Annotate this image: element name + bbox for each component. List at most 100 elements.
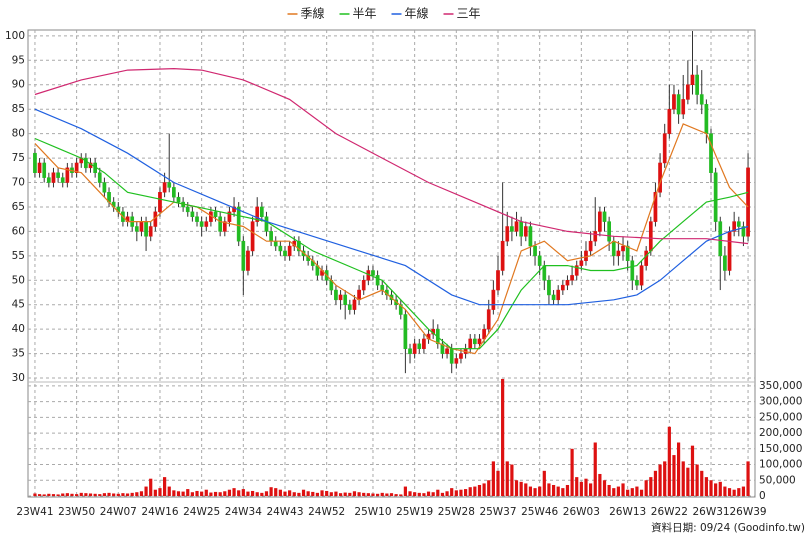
candle-body [570,275,574,281]
candle-body [681,99,686,115]
candle-body [723,255,727,271]
volume-tick-label: 250,000 [759,411,802,423]
volume-bar [561,488,565,496]
candle-body [37,162,42,173]
volume-bar [473,486,477,496]
candle-body [297,240,301,252]
y-tick-label: 65 [12,201,25,213]
volume-bar [329,492,333,496]
volume-bar [686,467,690,496]
candle-body [593,231,598,242]
candle-body [704,104,709,134]
candle-body [56,172,60,178]
candle-body [574,265,579,276]
volume-bar [130,492,134,496]
volume-bar [431,492,435,496]
volume-bar [723,486,727,496]
volume-bar [468,487,472,496]
volume-bar [616,486,620,496]
candle-body [347,304,352,310]
x-tick-label: 25W46 [521,506,558,518]
volume-bar [200,491,204,496]
candle-body [422,338,426,349]
y-tick-label: 70 [12,177,25,189]
volume-bar [250,490,255,496]
volume-bar [47,493,51,496]
candle-body [172,187,176,198]
candle-body [65,167,70,183]
candle-body [204,221,209,227]
volume-bar [112,493,116,496]
volume-bar [338,493,343,496]
candle-body [486,309,491,330]
volume-bar [399,494,403,496]
y-tick-label: 50 [12,274,25,286]
volume-bar [102,493,107,496]
volume-tick-label: 50,000 [759,474,796,486]
volume-bar [491,461,495,496]
candle-body [639,265,644,286]
x-tick-label: 25W10 [354,506,391,518]
volume-bar [501,378,505,496]
source-note: 資料日期: 09/24 (Goodinfo.tw) [651,521,805,534]
candle-body [102,182,107,193]
x-tick-label: 25W37 [479,506,516,518]
volume-bar [61,493,65,496]
volume-bar [533,488,537,496]
volume-tick-label: 300,000 [759,396,802,408]
volume-bar [75,494,79,496]
volume-bar [584,478,588,496]
volume-bar [149,478,153,496]
volume-bar [403,486,407,496]
volume-bar [635,486,639,496]
y-tick-label: 60 [12,225,25,237]
candle-body [51,172,56,183]
x-tick-label: 24W43 [266,506,303,518]
volume-bar [213,491,218,496]
volume-bar [737,488,741,496]
volume-bar [218,492,222,496]
volume-bar [153,489,157,496]
legend-label: 季線 [301,6,325,21]
volume-bar [389,493,394,496]
y-tick-label: 100 [5,30,25,42]
x-tick-label: 24W16 [141,506,178,518]
volume-tick-label: 350,000 [759,380,802,392]
candle-body [602,211,607,222]
volume-bar [79,492,83,496]
candle-body [505,226,510,242]
volume-bar [667,426,671,496]
candle-body [547,280,551,296]
y-tick-label: 35 [12,348,25,360]
candle-body [46,177,51,183]
candle-body [473,338,477,345]
volume-bar [297,492,301,496]
volume-bar [139,491,144,496]
candle-body [579,260,584,266]
volume-bar [325,490,329,496]
candle-body [283,250,287,257]
candle-body [167,182,172,188]
candle-body [514,221,519,232]
candle-body [496,270,500,291]
candle-body [408,348,412,354]
volume-bar [93,493,97,496]
volume-bar [426,491,431,496]
volume-bar [241,489,245,496]
volume-bar [315,492,320,496]
volume-bar [408,491,412,496]
volume-bar [579,481,583,496]
candle-body [519,221,524,237]
volume-bar [70,493,74,496]
candle-body [144,221,148,237]
x-tick-label: 26W03 [563,506,600,518]
x-tick-label: 24W07 [100,506,137,518]
volume-bar [176,491,181,496]
y-tick-label: 95 [12,54,25,66]
candle-body [273,240,278,247]
volume-bar [695,464,699,496]
volume-bar [380,492,384,496]
candle-body [259,206,264,217]
